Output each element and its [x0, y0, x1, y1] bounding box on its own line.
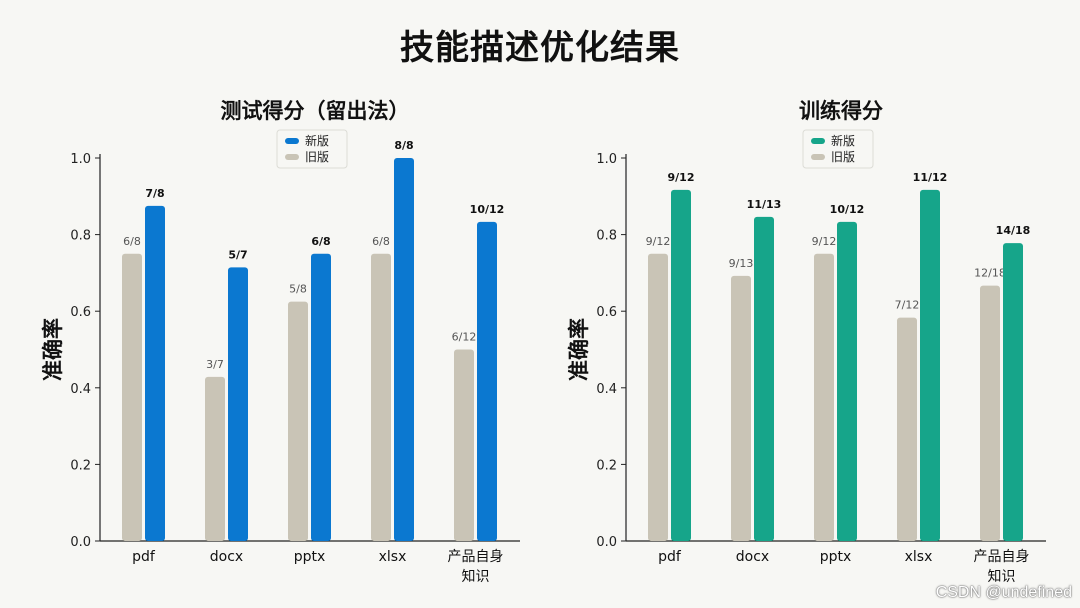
bar-new — [920, 189, 940, 541]
bar-old — [814, 253, 834, 541]
bar-new — [145, 205, 165, 541]
bar-new — [394, 158, 414, 541]
bar-new — [754, 216, 774, 541]
x-tick-label: 知识 — [462, 568, 490, 585]
data-label: 9/12 — [812, 235, 837, 248]
chart-title: 训练得分 — [799, 99, 883, 123]
data-label: 7/8 — [145, 187, 164, 200]
legend-label: 旧版 — [831, 150, 855, 164]
y-tick-label: 0.8 — [70, 229, 91, 244]
data-label: 11/12 — [913, 171, 948, 184]
bar-new — [837, 221, 857, 541]
bar-new — [477, 221, 497, 541]
y-tick-label: 0.8 — [596, 229, 617, 244]
data-label: 5/8 — [289, 283, 307, 296]
bar-old — [731, 275, 751, 541]
y-tick-label: 0.4 — [596, 382, 617, 397]
data-label: 6/12 — [452, 331, 477, 344]
x-tick-label: pdf — [132, 549, 156, 565]
y-axis-label: 准确率 — [41, 318, 65, 381]
data-label: 11/13 — [747, 198, 782, 211]
legend-swatch — [811, 138, 825, 144]
x-tick-label: 产品自身 — [974, 549, 1030, 565]
data-label: 8/8 — [394, 139, 413, 152]
data-label: 12/18 — [974, 267, 1006, 280]
x-tick-label: pptx — [294, 549, 326, 565]
x-tick-label: docx — [736, 549, 769, 565]
data-label: 9/12 — [668, 171, 695, 184]
legend-label: 新版 — [305, 133, 329, 148]
y-tick-label: 0.0 — [70, 535, 91, 550]
chart-title: 测试得分（留出法） — [221, 99, 410, 123]
y-tick-label: 0.2 — [596, 458, 617, 473]
y-tick-label: 0.6 — [596, 305, 617, 320]
bar-new — [1003, 243, 1023, 541]
bar-old — [205, 376, 225, 541]
data-label: 14/18 — [996, 224, 1031, 237]
bar-new — [311, 253, 331, 541]
bar-new — [671, 189, 691, 541]
x-tick-label: pptx — [820, 549, 852, 565]
legend-swatch — [285, 154, 299, 160]
x-tick-label: 知识 — [988, 568, 1016, 585]
data-label: 7/12 — [895, 299, 920, 312]
chart-test-score: 测试得分（留出法） 准确率 0.0 0.2 0.4 0.6 0.8 1.0 6/8 7/8 pdf 3… — [41, 99, 520, 585]
data-label: 9/13 — [729, 257, 754, 270]
bar-old — [288, 301, 308, 541]
main-title: 技能描述优化结果 — [400, 28, 680, 68]
y-tick-label: 0.6 — [70, 305, 91, 320]
bar-old — [454, 349, 474, 541]
x-tick-label: xlsx — [905, 549, 933, 565]
watermark: CSDN @undefined — [935, 584, 1072, 601]
data-label: 10/12 — [830, 203, 865, 216]
y-tick-label: 0.0 — [596, 535, 617, 550]
y-tick-label: 1.0 — [70, 152, 91, 167]
data-label: 10/12 — [470, 203, 505, 216]
bar-old — [371, 253, 391, 541]
legend-label: 旧版 — [305, 150, 329, 164]
bar-old — [897, 317, 917, 541]
bar-new — [228, 267, 248, 541]
data-label: 6/8 — [311, 235, 330, 248]
x-tick-label: pdf — [658, 549, 682, 565]
data-label: 6/8 — [123, 235, 141, 248]
x-tick-label: 产品自身 — [448, 549, 504, 565]
legend-swatch — [811, 154, 825, 160]
y-axis-label: 准确率 — [567, 318, 591, 381]
legend-label: 新版 — [831, 133, 855, 148]
data-label: 9/12 — [646, 235, 671, 248]
data-label: 3/7 — [206, 358, 224, 371]
x-tick-label: docx — [210, 549, 243, 565]
bar-old — [648, 253, 668, 541]
y-tick-label: 0.4 — [70, 382, 91, 397]
legend-swatch — [285, 138, 299, 144]
data-label: 6/8 — [372, 235, 390, 248]
y-tick-label: 1.0 — [596, 152, 617, 167]
x-tick-label: xlsx — [379, 549, 407, 565]
data-label: 5/7 — [228, 248, 247, 261]
bar-old — [980, 285, 1000, 541]
bar-old — [122, 253, 142, 541]
y-tick-label: 0.2 — [70, 458, 91, 473]
